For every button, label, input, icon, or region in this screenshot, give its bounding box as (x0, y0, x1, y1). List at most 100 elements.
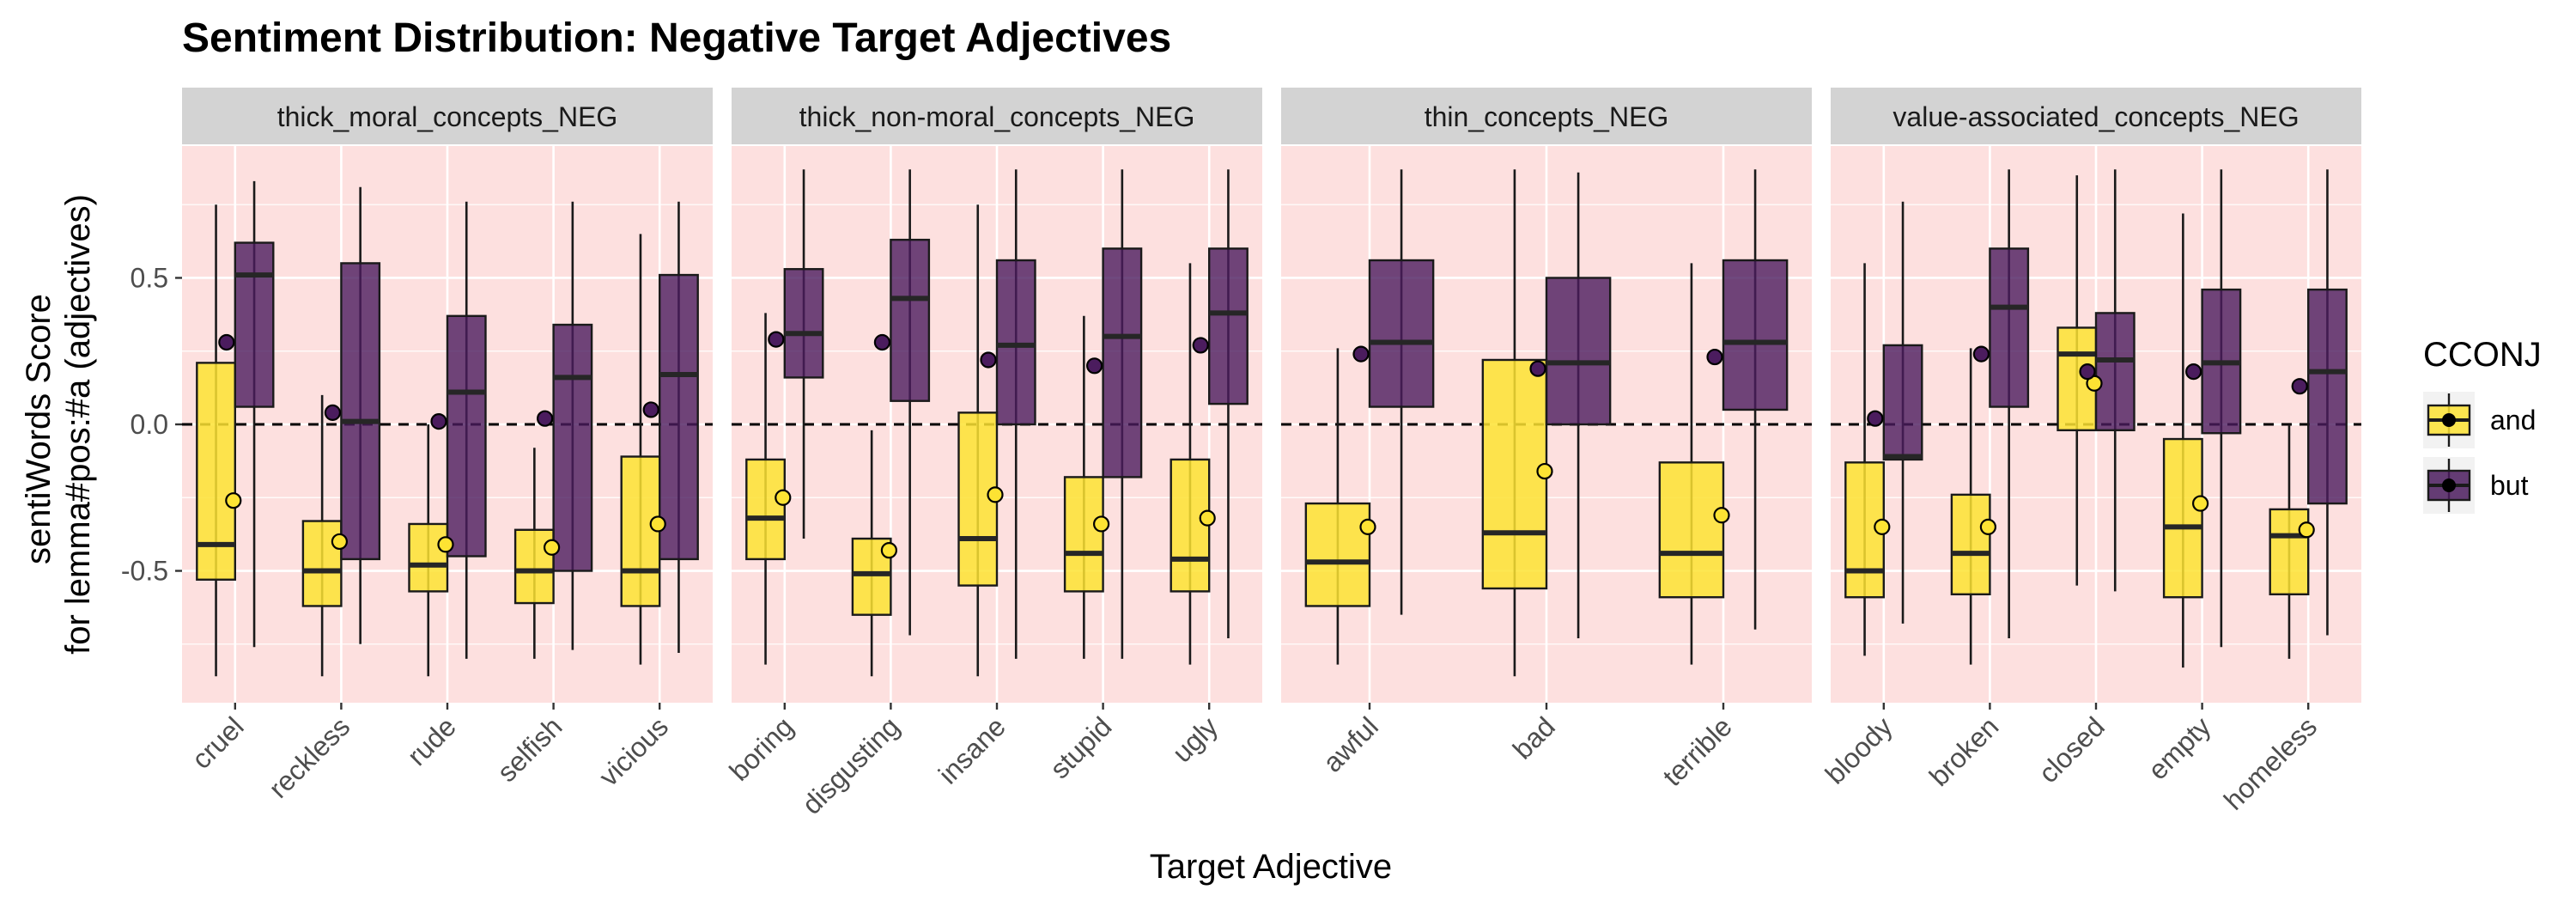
mean-point-and (1713, 507, 1730, 524)
legend-item-but: but (2423, 457, 2529, 514)
boxplot-and (620, 234, 661, 665)
x-tick-label: cruel (185, 710, 250, 775)
boxplot-but (1989, 169, 2030, 638)
box (446, 314, 487, 558)
mean-point-but (2079, 363, 2096, 381)
box (1950, 493, 1991, 596)
box (1722, 259, 1789, 411)
facet-strip-label: thin_concepts_NEG (1425, 101, 1669, 132)
y-axis-title: sentiWords Score for lemma#pos:#a (adjec… (20, 194, 97, 655)
box (783, 268, 824, 379)
mean-point-and (1359, 518, 1376, 535)
x-tick-label: stupid (1044, 710, 1118, 784)
legend-label: and (2490, 405, 2536, 436)
y-axis-title-line-2: for lemma#pos:#a (adjectives) (59, 194, 97, 655)
legend-key-point (2442, 478, 2456, 492)
mean-point-but (768, 331, 785, 348)
boxplot-and (1658, 263, 1725, 665)
box (1207, 247, 1249, 405)
x-tick-label: empty (2142, 710, 2216, 785)
facet-strip (1281, 88, 1812, 144)
boxplot-but (1882, 201, 1923, 624)
mean-point-and (775, 489, 792, 506)
x-tick-label: closed (2032, 710, 2111, 789)
y-axis: -0.5 0.0 0.5 (121, 262, 182, 587)
boxplot-but (2201, 169, 2242, 648)
box (1368, 259, 1435, 408)
x-tick-label: bloody (1820, 710, 1899, 789)
legend-title: CCONJ (2423, 336, 2542, 374)
boxplot-and (745, 313, 787, 665)
mean-point-but (1529, 360, 1546, 377)
boxplot-and (2162, 213, 2203, 668)
box (1545, 277, 1612, 426)
mean-point-but (642, 401, 659, 418)
boxplot-and (851, 430, 892, 677)
box (1989, 247, 2030, 408)
box (1481, 358, 1548, 590)
mean-point-but (536, 410, 554, 427)
boxplot-but (2306, 169, 2348, 636)
box (1102, 247, 1143, 478)
boxplot-and (196, 204, 236, 677)
mean-point-but (430, 412, 447, 430)
boxplot-but (1545, 172, 1612, 638)
boxplot-and (1481, 169, 1548, 677)
box (659, 273, 699, 561)
boxplot-but (995, 169, 1036, 659)
boxplot-and (408, 424, 449, 677)
boxplot-and (301, 394, 343, 677)
boxplot-but (234, 180, 275, 648)
boxplot-but (446, 201, 487, 659)
mean-point-but (980, 351, 997, 369)
y-tick-label: 0.0 (131, 409, 168, 440)
x-tick-label: awful (1317, 710, 1384, 777)
legend-key-point (2442, 413, 2456, 427)
boxplot-and (513, 448, 555, 659)
boxplot-and (1844, 263, 1885, 656)
y-axis-title-line-1: sentiWords Score (20, 294, 58, 564)
y-tick-label: 0.5 (131, 262, 168, 293)
mean-point-but (873, 333, 891, 351)
x-tick-label: homeless (2218, 710, 2323, 815)
mean-point-but (1085, 357, 1103, 375)
facet-strip-label: thick_moral_concepts_NEG (277, 101, 618, 132)
mean-point-and (225, 492, 242, 509)
mean-point-but (2185, 363, 2202, 381)
boxplot-but (659, 201, 699, 654)
x-tick-label: boring (723, 710, 799, 786)
facet-strip (182, 88, 713, 144)
x-tick-label: disgusting (796, 710, 905, 820)
boxplot-but (552, 201, 593, 650)
mean-point-but (324, 404, 341, 421)
mean-point-and (437, 536, 454, 553)
mean-point-but (1192, 337, 1209, 354)
boxplot-but (783, 169, 824, 539)
mean-point-and (880, 542, 898, 559)
mean-point-and (543, 539, 561, 556)
box (1170, 458, 1211, 593)
boxplot-but (890, 169, 931, 636)
mean-point-but (1706, 348, 1723, 366)
box (1063, 476, 1104, 593)
boxplot-and (1063, 315, 1104, 659)
box (234, 241, 275, 408)
mean-point-and (1874, 518, 1891, 535)
boxplot-and (1304, 348, 1371, 665)
box (1844, 461, 1885, 599)
box (196, 362, 236, 581)
box (745, 458, 787, 561)
boxplot-but (1722, 169, 1789, 630)
facet-strip-label: thick_non-moral_concepts_NEG (799, 101, 1195, 132)
mean-point-and (1979, 518, 1996, 535)
x-tick-label: rude (401, 710, 462, 771)
box (408, 522, 449, 593)
x-tick-label: selfish (491, 710, 568, 788)
mean-point-and (1092, 515, 1110, 533)
boxplot-and (957, 204, 999, 677)
mean-point-but (1352, 345, 1370, 363)
box (2306, 288, 2348, 505)
box (1304, 502, 1371, 607)
